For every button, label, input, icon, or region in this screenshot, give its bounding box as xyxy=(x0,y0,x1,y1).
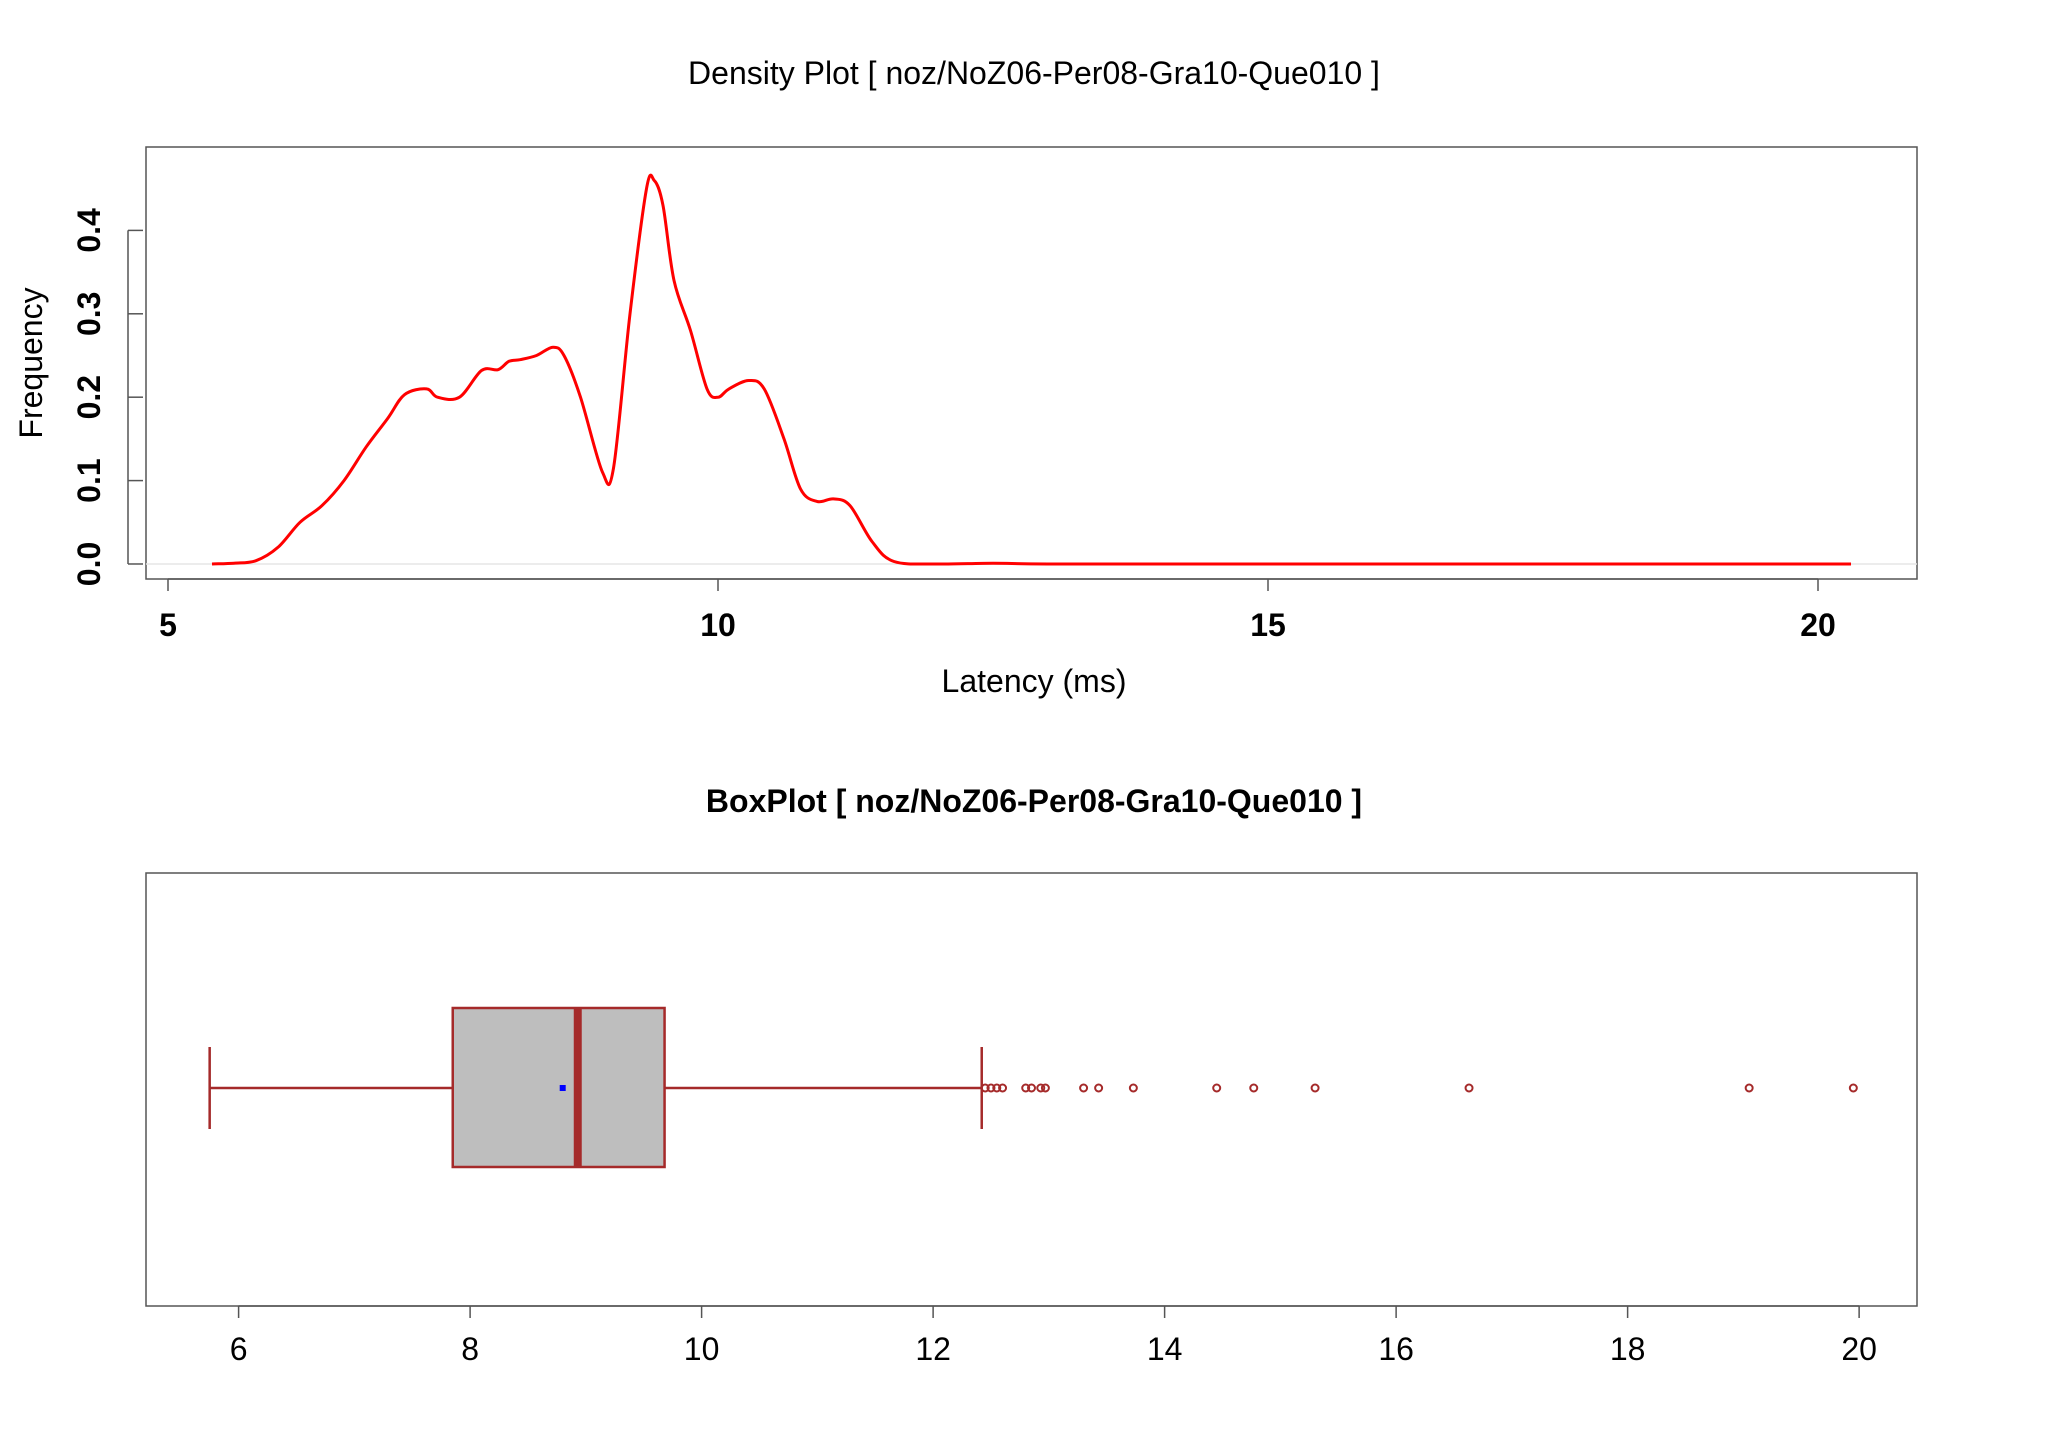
outlier-point xyxy=(1464,1083,1474,1093)
interquartile-box xyxy=(451,1006,666,1169)
mean-marker xyxy=(559,1085,566,1091)
density-x-axis: 5 10 15 20 xyxy=(159,578,1836,643)
boxplot-x-tick-label: 10 xyxy=(684,1331,720,1367)
density-x-tick-label: 15 xyxy=(1250,607,1286,643)
outlier-point xyxy=(980,1083,990,1093)
boxplot-x-tick-label: 20 xyxy=(1841,1331,1877,1367)
boxplot-body xyxy=(208,1006,983,1169)
boxplot-x-tick-label: 8 xyxy=(461,1331,479,1367)
boxplot-x-tick-label: 18 xyxy=(1610,1331,1646,1367)
outlier-point xyxy=(1249,1083,1259,1093)
outlier-point xyxy=(998,1083,1008,1093)
box-plot: BoxPlot [ noz/NoZ06-Per08-Gra10-Que010 ]… xyxy=(145,783,1918,1367)
density-y-tick-label: 0.3 xyxy=(71,292,107,336)
boxplot-title: BoxPlot [ noz/NoZ06-Per08-Gra10-Que010 ] xyxy=(706,783,1362,819)
boxplot-x-tick-label: 14 xyxy=(1147,1331,1183,1367)
outlier-point xyxy=(1128,1083,1138,1093)
boxplot-x-tick-label: 12 xyxy=(915,1331,951,1367)
outlier-point xyxy=(1079,1083,1089,1093)
density-line xyxy=(211,173,1851,566)
outlier-point xyxy=(986,1083,996,1093)
density-x-label: Latency (ms) xyxy=(942,663,1127,699)
density-title: Density Plot [ noz/NoZ06-Per08-Gra10-Que… xyxy=(688,55,1380,91)
density-y-label: Frequency xyxy=(13,287,49,438)
density-y-tick-label: 0.1 xyxy=(71,458,107,502)
density-plot: Density Plot [ noz/NoZ06-Per08-Gra10-Que… xyxy=(13,55,1918,699)
outlier-point xyxy=(1021,1083,1031,1093)
density-y-tick-label: 0.2 xyxy=(71,375,107,419)
density-x-tick-label: 10 xyxy=(700,607,736,643)
density-x-tick-label: 20 xyxy=(1800,607,1836,643)
outlier-point xyxy=(1310,1083,1320,1093)
outlier-point xyxy=(1036,1083,1046,1093)
outlier-point xyxy=(1040,1083,1050,1093)
outlier-point xyxy=(1212,1083,1222,1093)
density-y-tick-label: 0.0 xyxy=(71,542,107,586)
boxplot-x-tick-label: 16 xyxy=(1378,1331,1414,1367)
outlier-point xyxy=(1027,1083,1036,1093)
outlier-point xyxy=(992,1083,1002,1093)
density-plot-frame xyxy=(145,146,1918,580)
density-y-axis: 0.0 0.1 0.2 0.3 0.4 xyxy=(71,208,143,586)
density-y-tick-label: 0.4 xyxy=(71,208,107,253)
density-x-tick-label: 5 xyxy=(159,607,177,643)
outlier-point xyxy=(1848,1083,1858,1093)
boxplot-frame xyxy=(145,872,1918,1307)
boxplot-outliers xyxy=(980,1083,1858,1093)
boxplot-x-tick-label: 6 xyxy=(230,1331,248,1367)
boxplot-x-axis: 6 8 10 12 14 16 18 20 xyxy=(230,1305,1877,1367)
outlier-point xyxy=(1094,1083,1104,1093)
outlier-point xyxy=(1744,1083,1754,1093)
